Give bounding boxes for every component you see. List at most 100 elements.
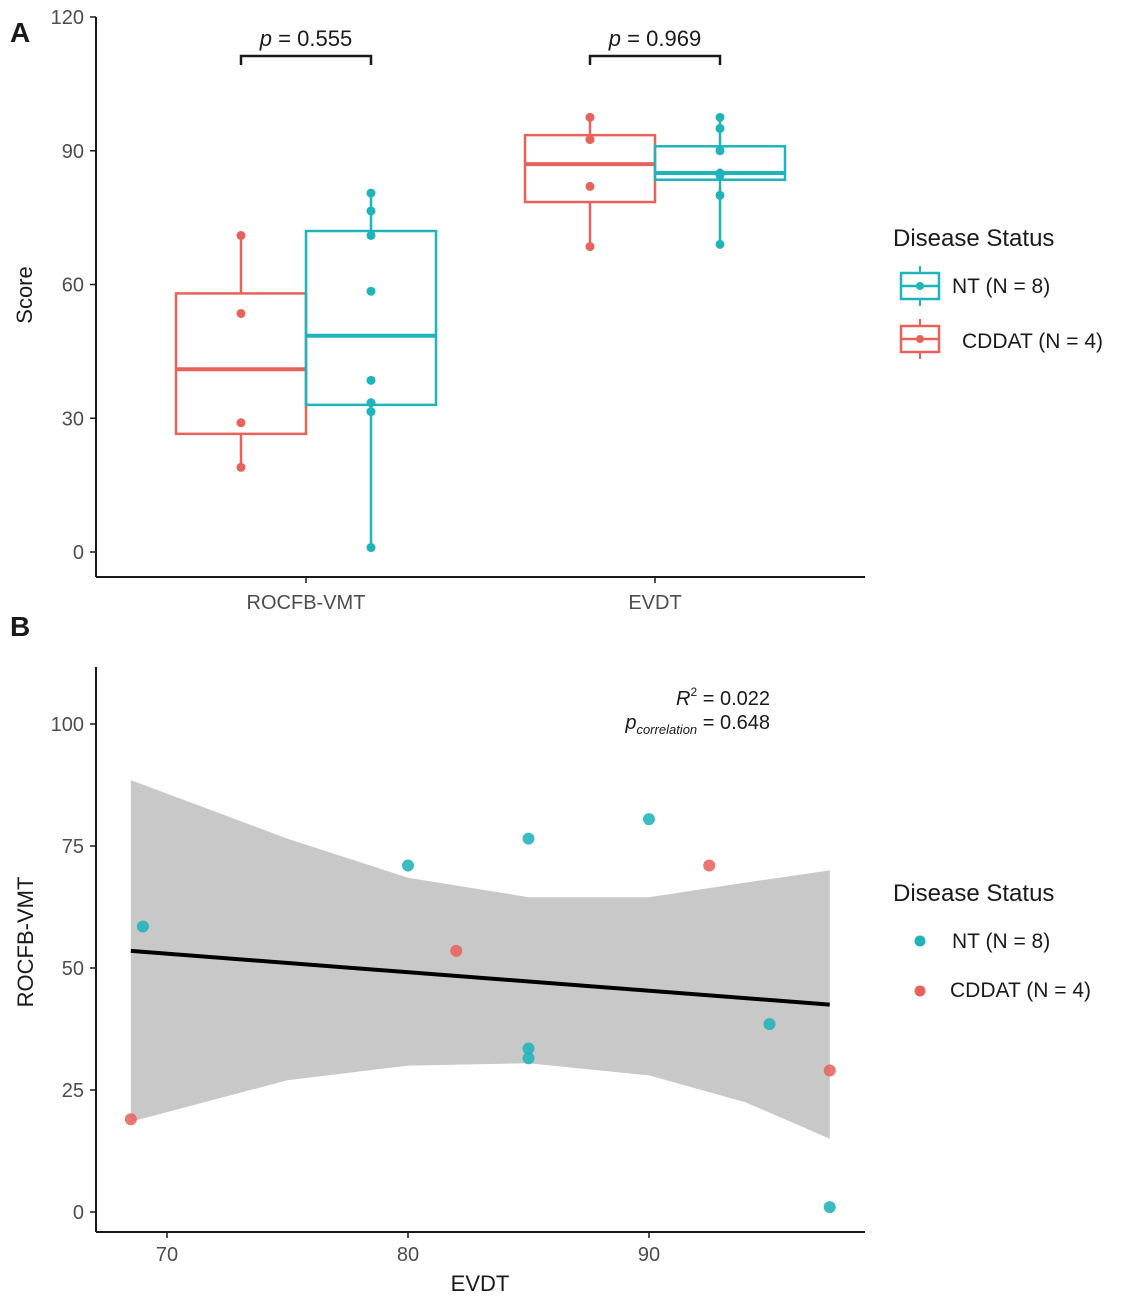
nt-data-point: [366, 543, 376, 553]
p-symbol: p: [608, 26, 621, 51]
panel-a-label: A: [10, 17, 30, 48]
p-symbol: p: [259, 26, 272, 51]
nt-data-point: [715, 239, 725, 249]
nt-data-point: [715, 112, 725, 122]
x-tick-label: 70: [156, 1244, 178, 1266]
nt-data-point: [366, 188, 376, 198]
nt-scatter-point: [643, 813, 655, 826]
legend-title: Disease Status: [893, 880, 1054, 907]
cddat-scatter-point: [124, 1113, 137, 1126]
y-tick-label: 100: [51, 714, 84, 736]
nt-data-point: [366, 230, 376, 240]
nt-scatter-point: [522, 1042, 535, 1055]
y-tick-label: 90: [62, 141, 84, 163]
legend-key-point: [916, 282, 924, 290]
cddat-data-point: [236, 418, 246, 428]
scatter-points: [124, 813, 836, 1214]
cddat-scatter-point: [703, 859, 716, 872]
legend-point-cddat: [914, 985, 926, 997]
r-squared-sup: 2: [690, 685, 697, 699]
nt-data-point: [366, 286, 376, 296]
x-tick-label: 90: [638, 1244, 660, 1266]
x-tick-label: 80: [397, 1244, 419, 1266]
nt-data-point: [715, 190, 725, 200]
cddat-data-point: [236, 462, 246, 472]
confidence-band: [130, 780, 830, 1139]
r-squared-text: R2 = 0.022: [676, 685, 770, 710]
panel-b-scatter: B ROCFB-VMT EVDT 0 25 50 75 100 70 80 90 R2 = …: [10, 611, 1091, 1296]
panel-a-y-axis-title: Score: [12, 266, 37, 323]
panel-a-x-ticks: ROCFB-VMT EVDT: [247, 577, 682, 614]
cddat-data-point: [585, 112, 595, 122]
panel-a-boxplot: A Score 0 30 60 90 120 ROCFB-VMT EVDT p = 0.5…: [10, 7, 1103, 614]
legend-key-cddat: [914, 985, 926, 997]
cddat-scatter-point: [450, 944, 463, 957]
legend-key-point: [916, 335, 924, 343]
p-correlation-symbol: p: [624, 712, 636, 734]
nt-data-point: [715, 170, 725, 180]
r-squared-value: = 0.022: [697, 688, 770, 710]
y-tick-label: 0: [73, 542, 84, 564]
legend-label-nt: NT (N = 8): [952, 930, 1050, 953]
legend-key-nt: [914, 935, 926, 947]
confidence-band-area: [130, 780, 830, 1139]
panel-b-y-axis-title: ROCFB-VMT: [13, 877, 38, 1008]
x-tick-label: EVDT: [628, 592, 681, 614]
legend-label-cddat: CDDAT (N = 4): [950, 979, 1091, 1002]
nt-scatter-point: [522, 1052, 535, 1065]
significance-bracket: [588, 54, 722, 65]
nt-scatter-point: [522, 832, 535, 845]
nt-data-point: [366, 398, 376, 408]
significance-bracket: [239, 54, 373, 65]
r-squared-symbol: R: [676, 688, 690, 710]
y-tick-label: 30: [62, 408, 84, 430]
cddat-data-point: [236, 230, 246, 240]
legend-label-nt: NT (N = 8): [952, 275, 1050, 298]
cddat-data-point: [585, 242, 595, 252]
panel-a-significance-annotations: p = 0.555 p = 0.969: [239, 26, 722, 65]
cddat-scatter-point: [823, 1064, 836, 1077]
panel-a-boxes: [174, 112, 787, 553]
legend-label-cddat: CDDAT (N = 4): [962, 330, 1103, 353]
p-value-label: p = 0.969: [608, 26, 701, 51]
nt-data-point: [366, 206, 376, 216]
nt-data-point: [715, 146, 725, 156]
legend-key-cddat: [899, 319, 941, 359]
p-correlation-text: pcorrelation = 0.648: [624, 712, 770, 737]
nt-scatter-point: [136, 920, 149, 933]
p-correlation-sub: correlation: [636, 722, 697, 737]
regression-line: [130, 948, 830, 1007]
panel-a-y-ticks: 0 30 60 90 120: [51, 7, 96, 564]
y-tick-label: 60: [62, 275, 84, 297]
x-tick-label: ROCFB-VMT: [247, 592, 366, 614]
panel-b-x-ticks: 70 80 90: [156, 1232, 660, 1266]
cddat-box: [523, 133, 657, 204]
cddat-data-point: [585, 181, 595, 191]
p-correlation-value: = 0.648: [697, 712, 770, 734]
panel-b-stats: R2 = 0.022 pcorrelation = 0.648: [624, 685, 770, 737]
nt-scatter-point: [402, 859, 414, 872]
y-tick-label: 0: [73, 1202, 84, 1224]
y-tick-label: 50: [62, 958, 84, 980]
cddat-data-point: [236, 308, 246, 318]
legend-title: Disease Status: [893, 225, 1054, 252]
panel-b-legend: Disease Status NT (N = 8) CDDAT (N = 4): [893, 880, 1091, 1002]
nt-data-point: [366, 407, 376, 417]
cddat-data-point: [585, 135, 595, 145]
y-tick-label: 75: [62, 836, 84, 858]
panel-a-legend: Disease Status NT (N = 8) CDDAT (N = 4): [893, 225, 1103, 359]
panel-b-x-axis-title: EVDT: [451, 1271, 510, 1296]
p-value: = 0.969: [621, 26, 701, 51]
p-value-label: p = 0.555: [259, 26, 352, 51]
panel-b-label: B: [10, 611, 30, 642]
regression-line-segment: [130, 948, 830, 1007]
panel-b-y-ticks: 0 25 50 75 100: [51, 714, 96, 1224]
nt-data-point: [366, 375, 376, 385]
nt-data-point: [715, 123, 725, 133]
legend-key-nt: [899, 266, 941, 306]
nt-scatter-point: [763, 1018, 776, 1031]
nt-scatter-point: [823, 1201, 836, 1214]
legend-point-nt: [914, 935, 926, 947]
y-tick-label: 120: [51, 7, 84, 29]
